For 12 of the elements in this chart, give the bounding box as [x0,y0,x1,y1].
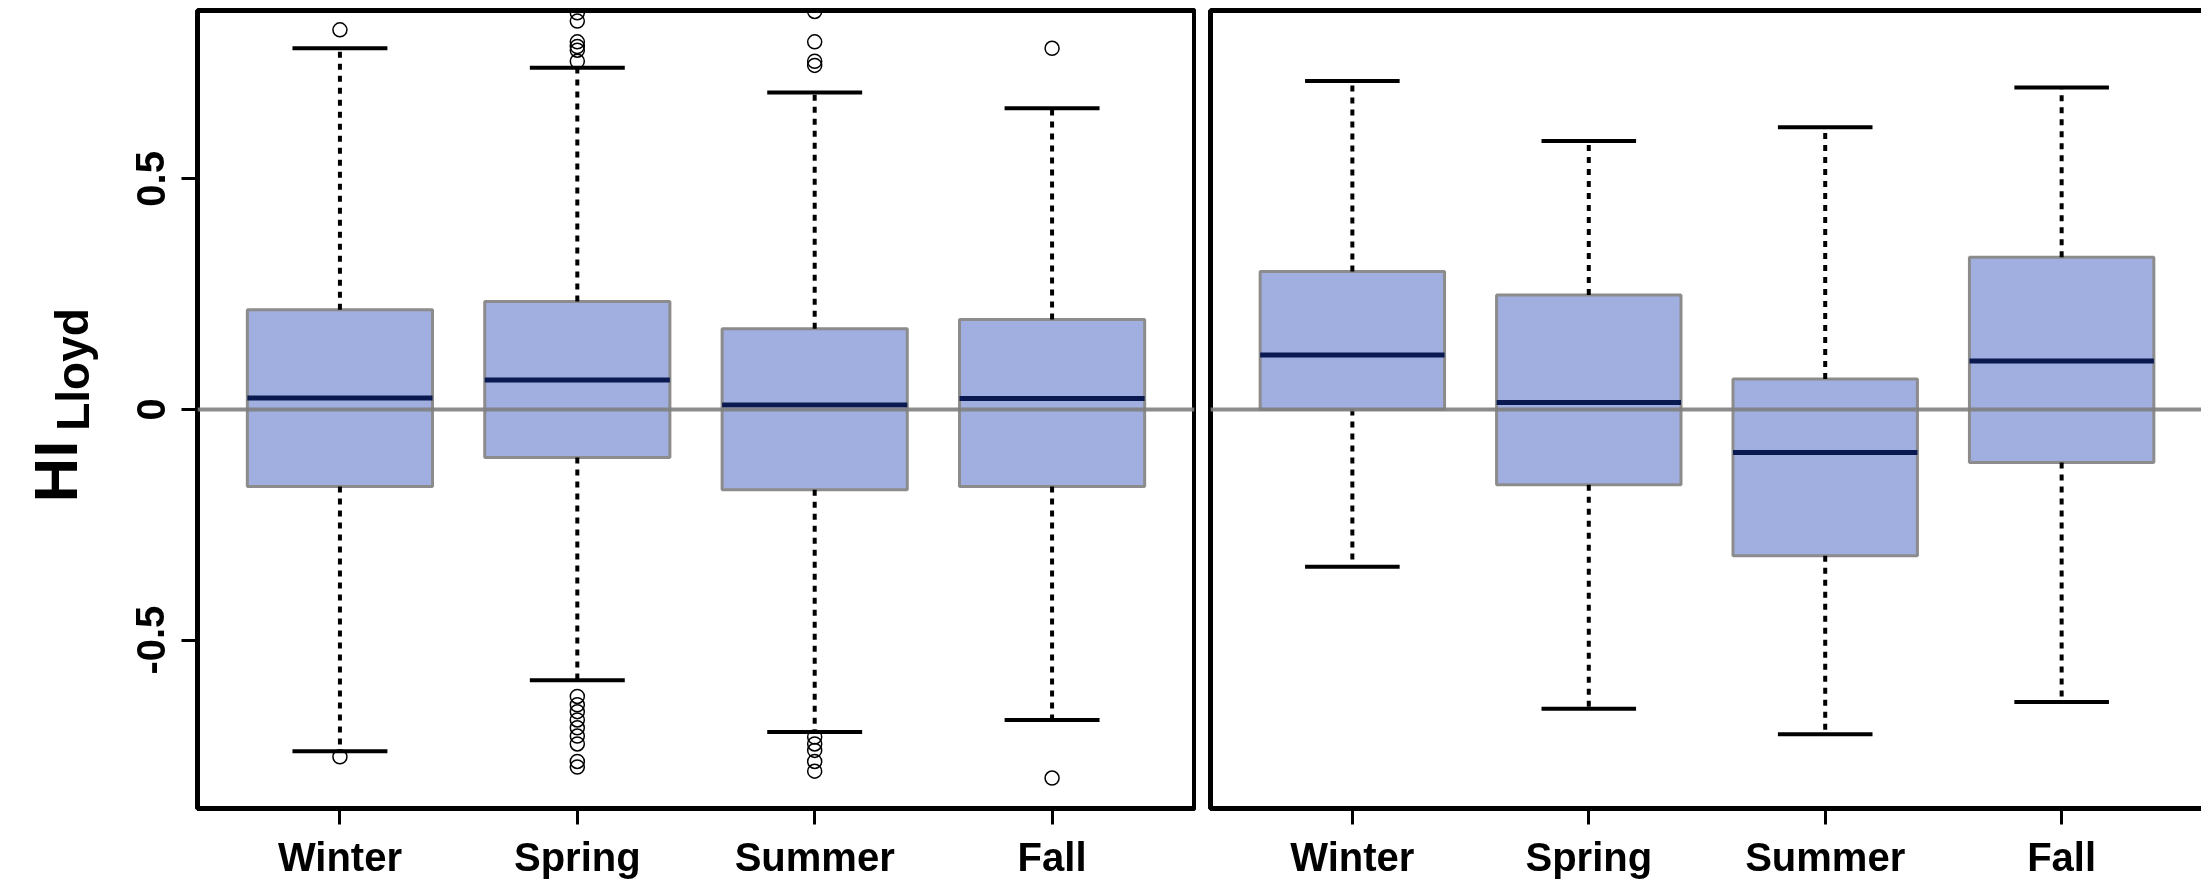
x-tick-label: Summer [1745,834,1906,879]
x-tick-label: Winter [277,834,402,879]
y-tick-label: 0 [128,398,173,421]
y-tick-label: 0.5 [128,151,173,207]
x-tick-label: Summer [734,834,895,879]
x-tick-label: Spring [1525,834,1653,879]
x-tick-label: Spring [513,834,641,879]
y-tick-label: -0.5 [128,605,173,675]
x-tick-label: Fall [1017,834,1087,879]
x-tick-label: Winter [1290,834,1415,879]
x-tick-label: Fall [2027,834,2097,879]
y-axis-title: HILloyd [21,308,99,503]
